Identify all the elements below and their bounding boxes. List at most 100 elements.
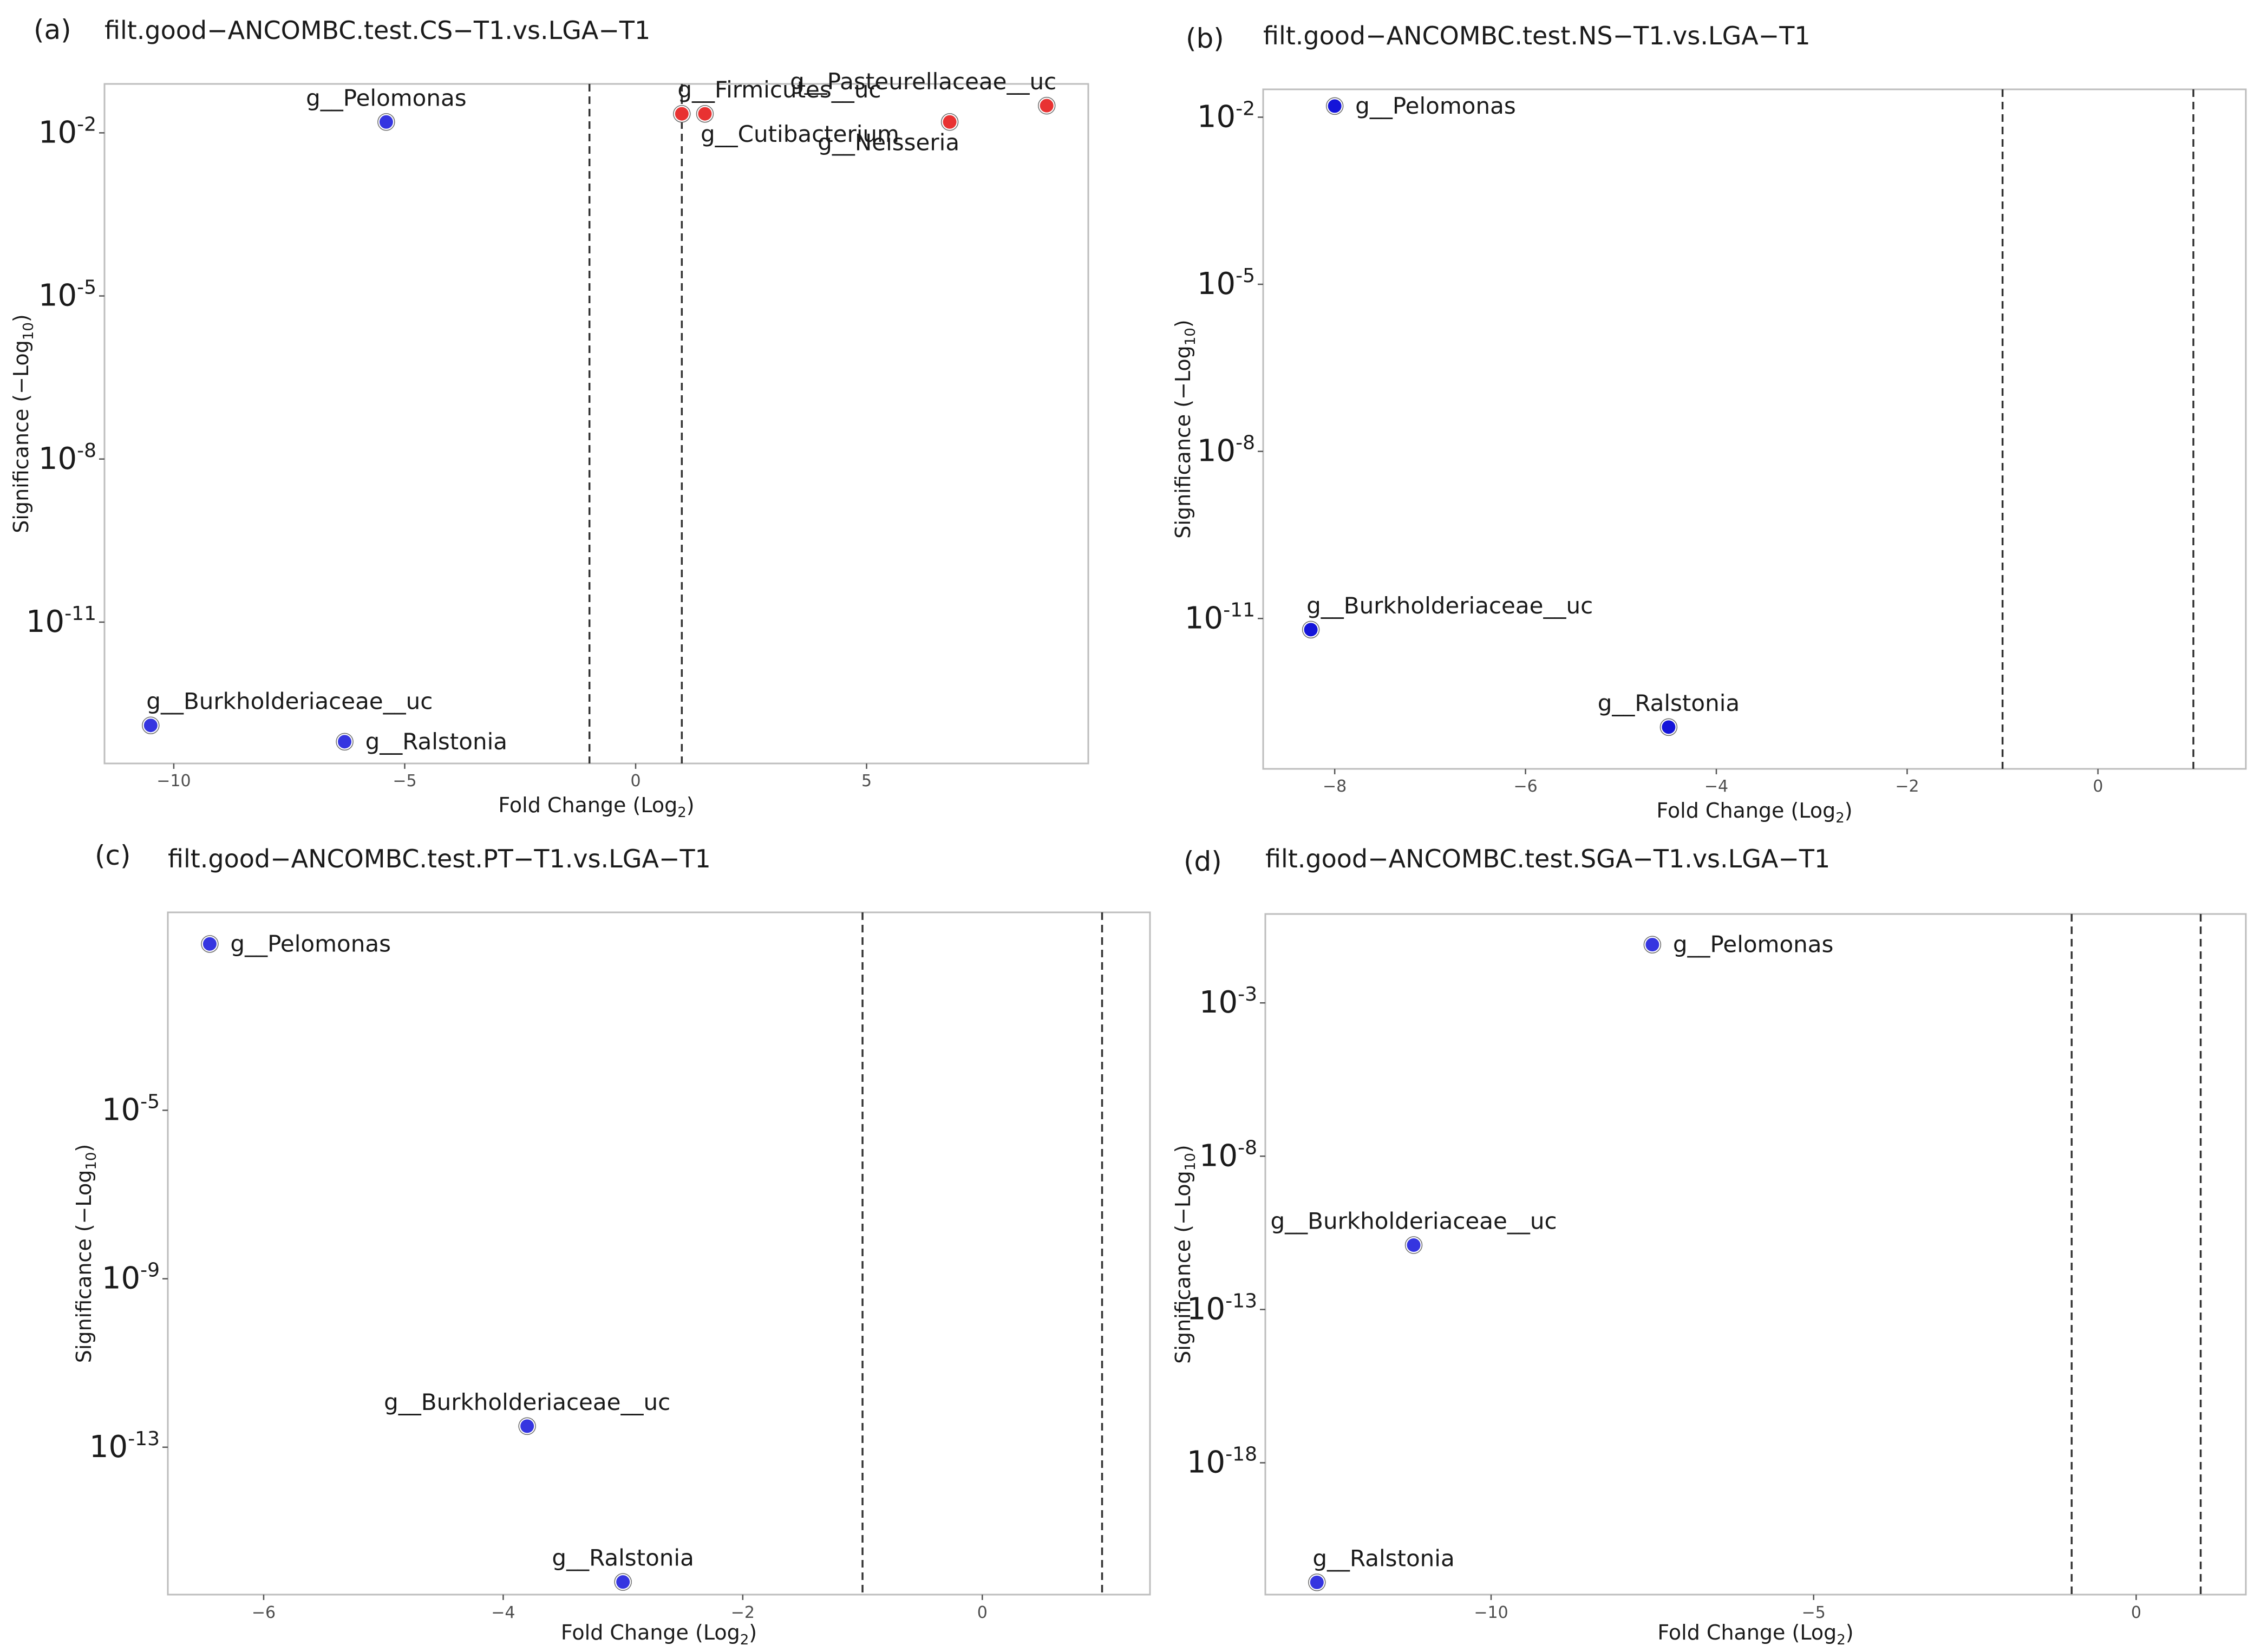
data-point-outline [1037,96,1056,115]
data-point [696,105,714,122]
panel-title: filt.good−ANCOMBC.test.NS−T1.vs.LGA−T1 [1263,21,1811,50]
data-point [941,113,958,130]
x-tick-label: 5 [861,772,872,791]
data-point [1405,1237,1422,1254]
y-tick-label: 10-5 [1197,265,1255,302]
data-point [1644,936,1661,954]
data-point-outline [377,113,395,131]
plot-area [167,911,1151,1596]
data-point [201,935,218,952]
panel-a: (a) filt.good−ANCOMBC.test.CS−T1.vs.LGA−T… [9,14,1089,821]
point-label: g__Pelomonas [1673,931,1834,958]
x-tick-label: −10 [1474,1603,1508,1622]
x-tick-label: 0 [630,772,641,791]
point-label: g__Neisseria [818,129,959,155]
plot-area [1262,88,2247,770]
panel-title: filt.good−ANCOMBC.test.SGA−T1.vs.LGA−T1 [1265,844,1830,873]
data-point [519,1418,536,1435]
x-tick-label: 0 [977,1603,988,1622]
data-point [377,113,395,130]
data-point-outline [1643,936,1662,954]
panel-c: (c) filt.good−ANCOMBC.test.PT−T1.vs.LGA−T… [72,840,1151,1648]
x-axis-label: Fold Change (Log2) [498,793,694,821]
y-tick-label: 10-5 [102,1091,160,1128]
point-label: g__Pelomonas [1355,93,1516,119]
panel-letter: (d) [1184,846,1222,877]
y-tick-label: 10-8 [1199,1137,1257,1173]
y-axis-label: Significance (−Log10) [1171,1145,1199,1363]
data-point-outline [518,1417,536,1435]
y-tick-label: 10-5 [38,277,96,314]
plot-area [1264,913,2247,1596]
data-point [1660,719,1677,736]
panel-title: filt.good−ANCOMBC.test.CS−T1.vs.LGA−T1 [104,16,650,45]
point-label: g__Firmicutes__uc [677,76,881,103]
x-tick-label: −10 [156,772,191,791]
data-point-outline [696,105,714,123]
x-tick-label: −6 [1513,777,1537,796]
y-tick-label: 10-13 [1187,1290,1257,1327]
y-tick-label: 10-9 [102,1259,160,1296]
panel-letter: (c) [95,840,131,871]
y-tick-label: 10-2 [1197,97,1255,134]
x-tick-label: 0 [2131,1603,2141,1622]
point-label: g__Pelomonas [230,930,391,957]
data-point-outline [1302,621,1320,639]
y-axis-label: Significance (−Log10) [1171,319,1199,538]
data-point-outline [673,105,691,123]
x-tick-label: −8 [1323,777,1347,796]
y-axis-label: Significance (−Log10) [9,314,37,533]
x-tick-label: −6 [252,1603,276,1622]
point-label: g__Cutibacterium [701,121,899,147]
x-tick-label: −2 [731,1603,755,1622]
x-tick-label: −4 [1704,777,1728,796]
data-point-outline [614,1573,632,1591]
point-label: g__Pelomonas [306,84,467,111]
y-tick-label: 10-8 [38,440,96,476]
point-label: g__Burkholderiaceae__uc [1306,592,1593,619]
x-axis-label: Fold Change (Log2) [561,1621,757,1648]
panel-letter: (a) [34,14,71,45]
data-point [615,1573,632,1591]
x-tick-label: −4 [491,1603,515,1622]
data-point-outline [142,716,160,734]
point-label: g__Ralstonia [1598,690,1740,716]
x-tick-label: −5 [393,772,416,791]
data-point [673,105,690,122]
x-axis-label: Fold Change (Log2) [1657,1621,1853,1648]
plot-area [103,83,1089,765]
x-tick-label: −5 [1802,1603,1826,1622]
point-label: g__Burkholderiaceae__uc [146,688,433,715]
data-point-outline [336,733,354,751]
y-axis-label: Significance (−Log10) [72,1144,100,1363]
y-tick-label: 10-3 [1199,983,1257,1020]
y-tick-label: 10-8 [1197,432,1255,469]
point-label: g__Burkholderiaceae__uc [1271,1208,1557,1235]
point-label: g__Ralstonia [552,1545,694,1571]
y-tick-label: 10-18 [1187,1444,1257,1480]
point-label: g__Pasteurellaceae__uc [790,68,1056,95]
data-point-outline [940,113,959,131]
y-tick-label: 10-13 [89,1428,160,1465]
x-axis-label: Fold Change (Log2) [1656,799,1852,826]
y-tick-label: 10-11 [26,603,96,639]
data-point-outline [201,935,219,953]
data-point [1326,97,1343,115]
data-point [1038,97,1055,114]
y-tick-label: 10-11 [1185,599,1255,636]
point-label: g__Burkholderiaceae__uc [384,1389,670,1415]
data-point-outline [1325,97,1344,115]
data-point [336,733,354,750]
panel-letter: (b) [1186,23,1224,54]
data-point-outline [1404,1236,1423,1254]
panel-d: (d) filt.good−ANCOMBC.test.SGA−T1.vs.LGA−… [1171,844,2247,1648]
point-label: g__Ralstonia [1312,1545,1454,1571]
data-point [1308,1573,1325,1591]
x-tick-label: −2 [1895,777,1919,796]
panel-b: (b) filt.good−ANCOMBC.test.NS−T1.vs.LGA−T… [1171,21,2247,826]
data-point-outline [1659,718,1678,736]
data-point-outline [1308,1573,1326,1591]
x-tick-label: 0 [2093,777,2103,796]
data-point [142,717,159,734]
